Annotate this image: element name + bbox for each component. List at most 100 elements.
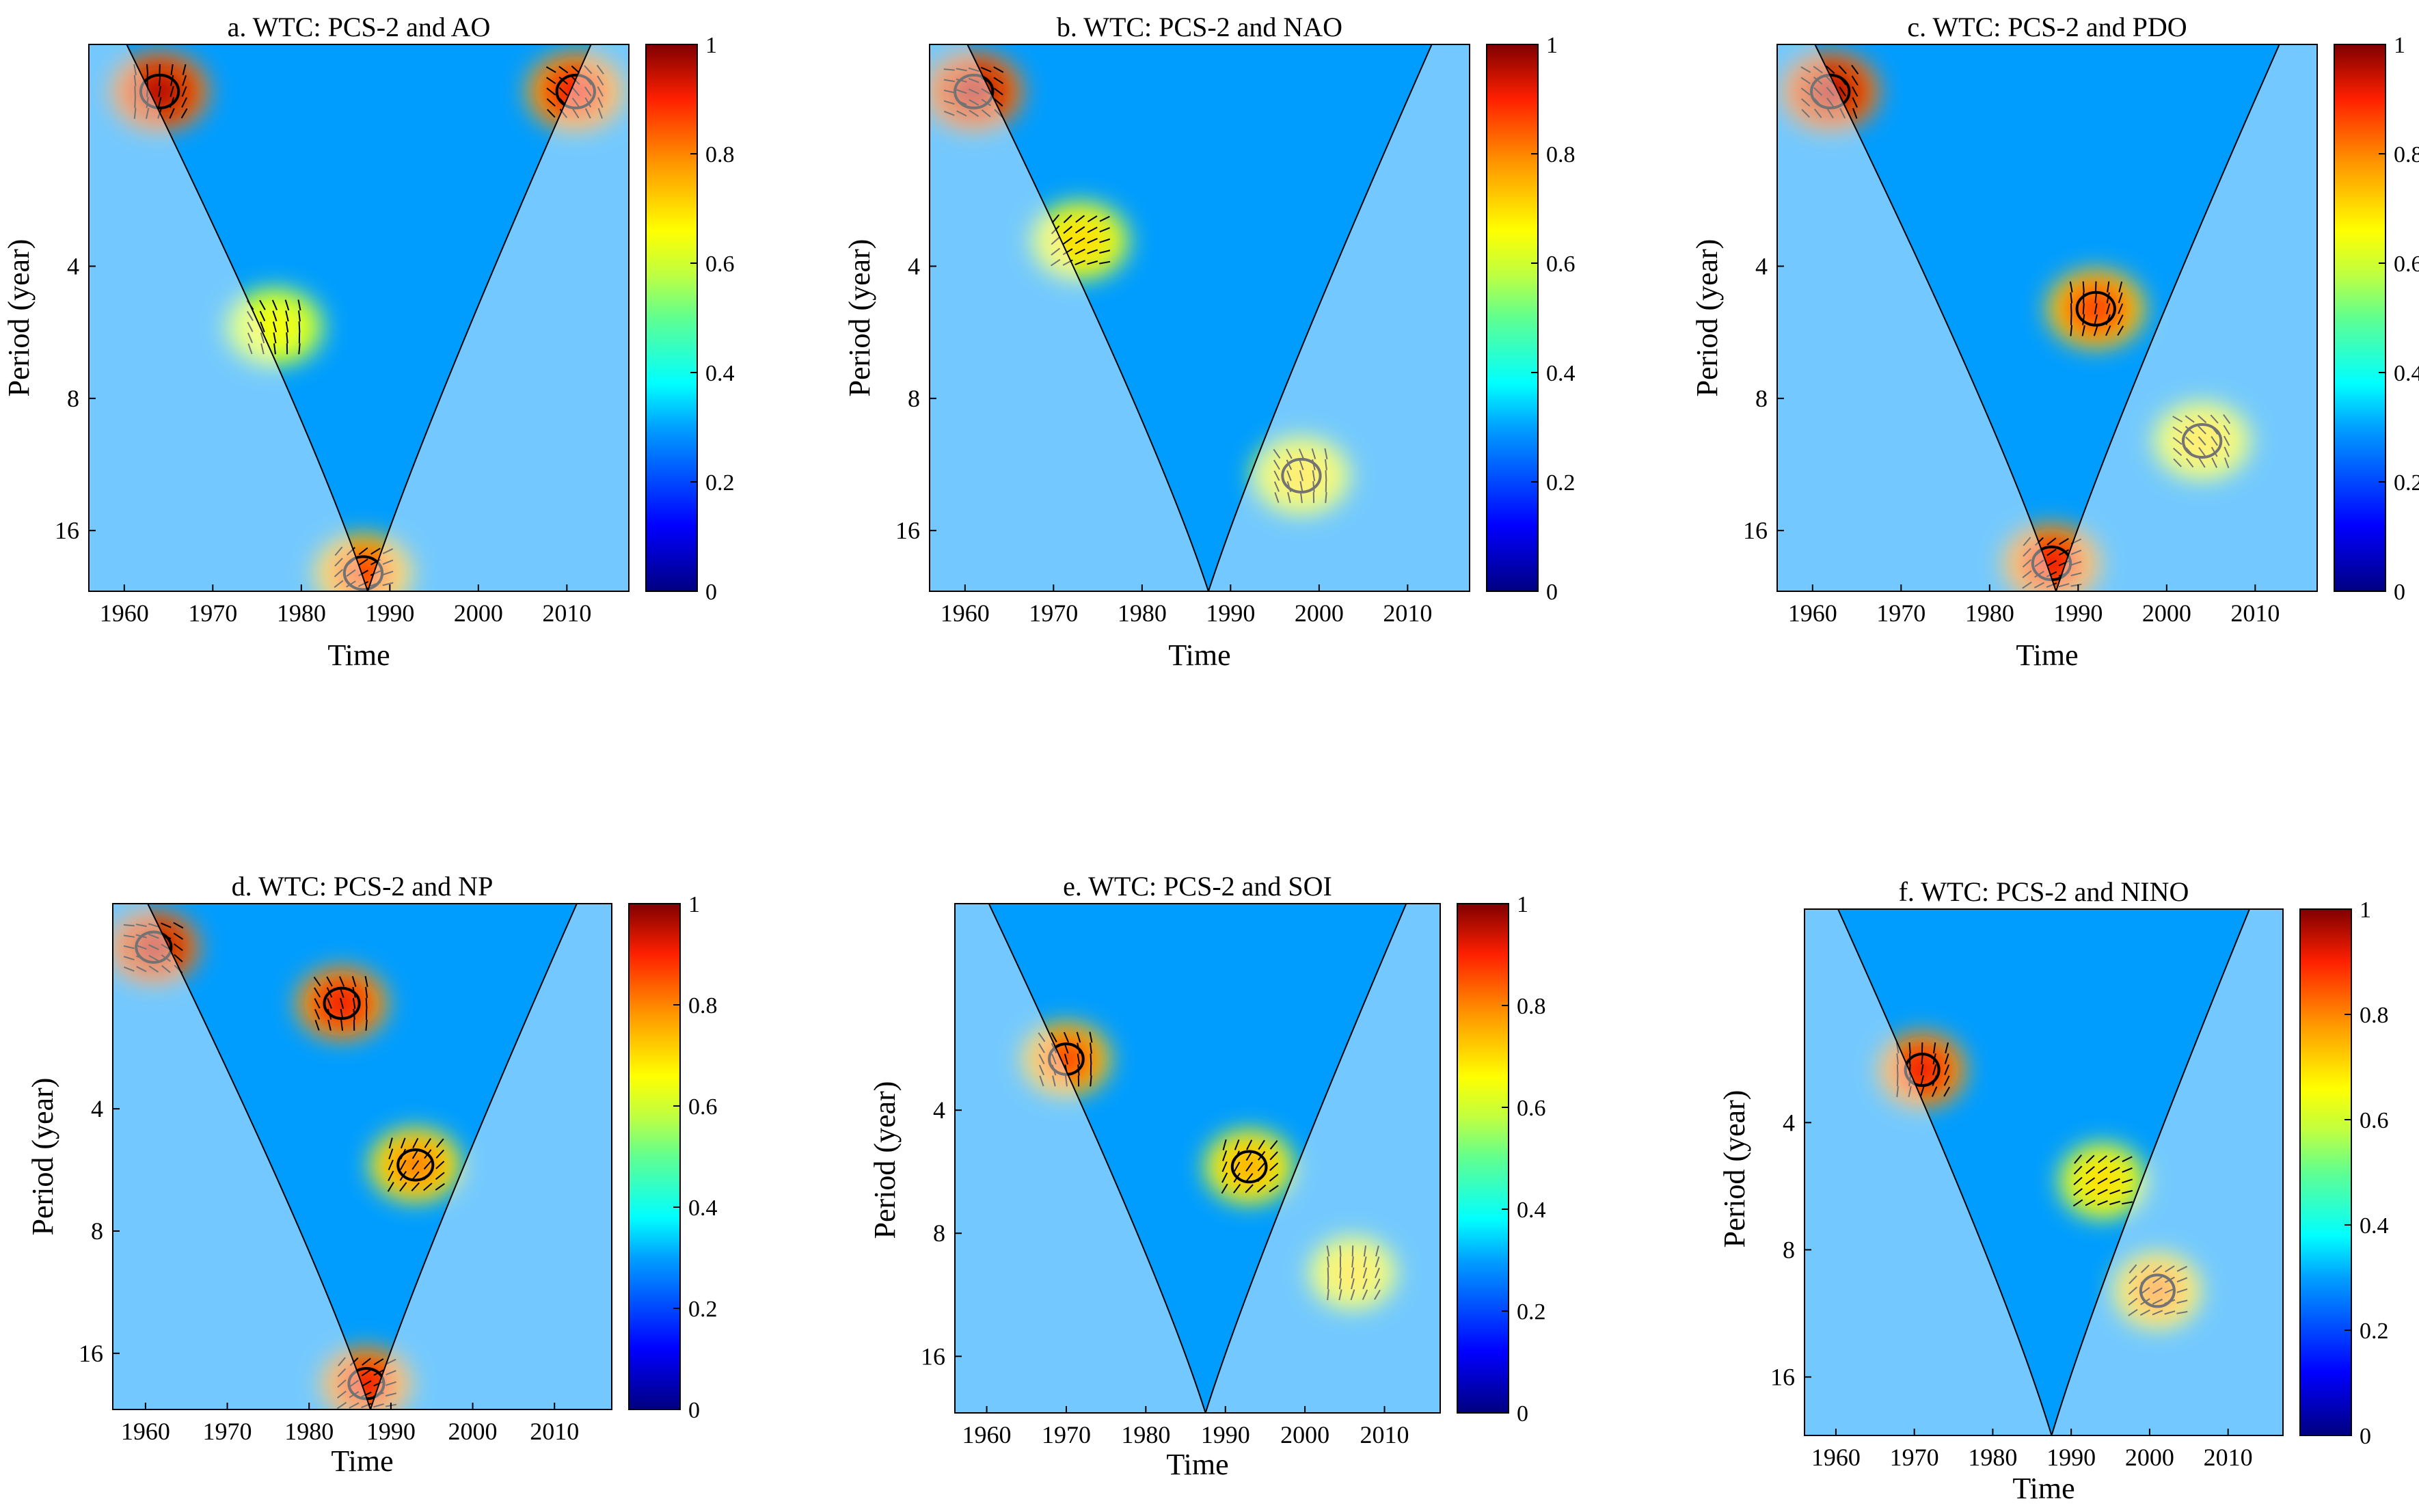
phase-arrow (123, 924, 135, 927)
phase-arrow (1299, 481, 1303, 492)
colorbar-tick-label: 0.8 (688, 993, 718, 1018)
phase-arrow (2117, 325, 2124, 336)
x-tick-label: 1990 (365, 599, 414, 627)
phase-arrow (2081, 325, 2085, 336)
phase-arrow (1063, 226, 1072, 234)
phase-arrow (1245, 1173, 1254, 1183)
phase-arrow (1362, 1289, 1368, 1300)
x-tick-label: 1960 (962, 1421, 1012, 1448)
x-tick-label: 2010 (1360, 1421, 1409, 1448)
x-tick-label: 1970 (1890, 1444, 1939, 1471)
phase-arrow (382, 548, 394, 554)
panel-title: d. WTC: PCS-2 and NP (232, 871, 494, 902)
x-tick-label: 2000 (454, 599, 503, 627)
phase-arrow (1052, 1075, 1056, 1087)
y-tick-label: 16 (895, 517, 920, 544)
phase-arrow (1051, 1031, 1057, 1042)
phase-arrow (1269, 1140, 1278, 1150)
phase-arrow (358, 558, 368, 566)
phase-arrow (2224, 446, 2230, 457)
x-axis-label: Time (2012, 1472, 2075, 1505)
y-tick-label: 4 (908, 252, 920, 280)
phase-arrow (597, 75, 604, 86)
phase-arrow (358, 547, 368, 556)
phase-arrow (1826, 97, 1835, 107)
y-axis-label: Period (year) (2, 239, 36, 397)
cone-of-influence-line (147, 904, 578, 1409)
phase-arrow (1233, 1183, 1241, 1193)
phase-arrow (2122, 1201, 2133, 1205)
phase-arrow (370, 570, 381, 576)
coherence-field (955, 904, 1440, 1413)
phase-arrow (2198, 446, 2206, 457)
phase-arrow (1298, 448, 1304, 459)
plot-area: 1960 1970 1980 1990 2000 2010 4 8 16 0 0.2 0.4 0.6 0.… (895, 33, 1576, 627)
x-axis-label: Time (331, 1444, 393, 1478)
phase-arrow (1090, 1075, 1092, 1087)
phase-arrow (1324, 459, 1327, 470)
phase-arrow (584, 108, 591, 119)
x-tick-label: 1970 (1042, 1421, 1091, 1448)
phase-arrow (2070, 292, 2073, 303)
phase-arrow (1221, 1183, 1228, 1194)
phase-arrow (1075, 248, 1085, 255)
phase-arrow (1325, 470, 1327, 481)
phase-arrow (148, 944, 159, 950)
phase-arrow (1051, 1053, 1057, 1065)
x-tick-label: 1970 (1876, 599, 1925, 627)
panel-title: b. WTC: PCS-2 and NAO (1057, 12, 1342, 42)
phase-arrow (135, 945, 147, 950)
phase-arrow (943, 79, 955, 83)
phase-arrow (2022, 559, 2032, 568)
phase-arrow (1943, 1075, 1950, 1086)
phase-arrow (546, 77, 556, 85)
phase-arrow (339, 976, 345, 987)
phase-arrow (2211, 457, 2218, 468)
phase-arrow (956, 68, 967, 72)
coherence-background (1777, 44, 2317, 591)
phase-arrow (1089, 1031, 1093, 1043)
phase-arrow (388, 1137, 393, 1149)
phase-arrow (148, 923, 159, 928)
x-axis-label: Time (1166, 1448, 1228, 1481)
phase-arrow (1838, 65, 1847, 75)
phase-arrow (173, 921, 184, 929)
phase-arrow (365, 997, 368, 1009)
phase-arrow (1375, 1256, 1380, 1268)
phase-arrow (1087, 215, 1098, 223)
phase-arrow (1374, 1278, 1381, 1289)
phase-arrow (2098, 1155, 2107, 1163)
phase-arrow (2085, 1177, 2096, 1185)
panel-f: f. WTC: PCS-2 and NINO 1960 1970 1980 1990 2… (1718, 876, 2389, 1505)
x-tick-label: 2010 (1383, 599, 1432, 627)
phase-arrow (365, 986, 368, 998)
phase-arrow (2109, 1178, 2120, 1184)
phase-arrow (2069, 281, 2073, 293)
coherence-field (113, 904, 612, 1409)
phase-arrow (2129, 1264, 2137, 1274)
phase-arrow (2097, 1189, 2108, 1196)
colorbar-tick-label: 0.2 (705, 470, 735, 496)
phase-arrow (1896, 1064, 1899, 1076)
phase-arrow (1273, 459, 1280, 470)
phase-arrow (2046, 571, 2057, 578)
phase-arrow (173, 932, 184, 940)
phase-arrow (584, 86, 592, 97)
phase-arrow (1327, 1289, 1329, 1301)
phase-arrow (346, 593, 355, 598)
colorbar-tick-label: 1 (705, 33, 717, 58)
x-tick-label: 2010 (2204, 1444, 2253, 1471)
colorbar-tick-label: 0 (2360, 1424, 2371, 1449)
phase-arrow (1299, 470, 1303, 481)
phase-arrow (1256, 1184, 1267, 1193)
phase-arrow (1087, 260, 1098, 265)
colorbar-tick-label: 1 (2394, 33, 2405, 58)
phase-arrow (2085, 1165, 2095, 1174)
phase-arrow (2172, 416, 2183, 422)
phase-arrow (1269, 1162, 1279, 1172)
phase-arrow (123, 934, 135, 938)
cone-of-influence-shade (89, 44, 629, 591)
phase-arrow (364, 975, 368, 987)
phase-arrow (2070, 550, 2082, 556)
phase-arrow (2107, 281, 2110, 293)
